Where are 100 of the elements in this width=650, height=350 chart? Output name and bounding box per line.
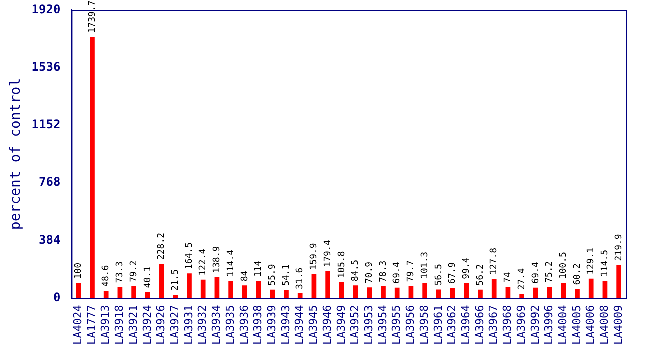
x-tick-label: LA3964	[460, 304, 472, 346]
x-tick-label: LA3924	[140, 304, 154, 346]
y-tick-label: 0	[53, 290, 61, 304]
bar	[104, 290, 109, 298]
x-tick-label: LA3954	[376, 304, 390, 346]
x-tick-label: LA3958	[418, 305, 431, 346]
bar	[270, 290, 276, 298]
x-tick-label: LA4024	[71, 304, 84, 346]
data-label: 179.4	[323, 240, 334, 268]
x-tick-label: LA3926	[154, 305, 168, 346]
x-tick-label: LA3935	[224, 305, 237, 346]
data-label: 56.2	[476, 264, 486, 286]
x-tick-label: LA3943	[279, 305, 292, 346]
data-label: 1739.7	[88, 0, 98, 34]
data-label: 228.2	[157, 232, 168, 260]
bar	[450, 288, 456, 298]
bar	[492, 279, 497, 298]
x-tick-label: LA3918	[113, 305, 126, 346]
x-tick-label: LA4008	[598, 305, 612, 346]
data-label: 127.8	[490, 248, 500, 276]
x-tick-label: LA3946	[320, 305, 334, 346]
x-tick-label: LA3992	[528, 305, 542, 346]
x-tick-label: LA3945	[307, 305, 320, 346]
x-tick-label: LA3996	[542, 305, 556, 346]
bar	[326, 271, 330, 298]
x-tick-label: LA4005	[570, 305, 584, 346]
data-label: 105.8	[337, 251, 348, 278]
data-label: 129.1	[586, 248, 597, 275]
bar	[478, 290, 483, 298]
data-label: 70.9	[364, 262, 375, 284]
bar	[228, 281, 234, 298]
x-tick-label: LA3921	[126, 305, 140, 346]
x-tick-label: LA3932	[196, 305, 210, 346]
bar	[464, 283, 470, 298]
y-tick-label: 1920	[32, 2, 61, 16]
data-label: 48.6	[102, 265, 112, 287]
data-label: 84.5	[351, 260, 362, 282]
data-label: 79.2	[129, 260, 140, 282]
x-tick-label: LA3913	[99, 305, 112, 346]
x-tick-label: LA3952	[348, 305, 362, 346]
data-label: 84	[240, 270, 250, 282]
data-label: 21.5	[170, 269, 181, 292]
x-tick-label: LA3968	[501, 305, 514, 346]
bar	[298, 294, 303, 298]
data-label: 27.4	[517, 268, 528, 290]
x-tick-label: LA3949	[334, 305, 348, 346]
x-tick-label: LA3961	[432, 305, 445, 346]
bar	[187, 274, 192, 298]
x-tick-label: LA1777	[85, 305, 98, 346]
bar	[436, 290, 442, 298]
data-label: 159.9	[310, 243, 320, 270]
bar	[339, 282, 344, 298]
x-tick-label: LA3934	[210, 304, 224, 346]
bar	[159, 264, 164, 298]
data-label: 69.4	[392, 262, 403, 284]
x-tick-label: LA3927	[168, 305, 182, 346]
data-label: 164.5	[184, 242, 195, 270]
y-axis-title: percent of control	[8, 78, 24, 230]
x-tick-label: LA3931	[182, 305, 196, 346]
bar	[90, 37, 95, 298]
bar	[422, 283, 428, 298]
data-label: 56.5	[434, 264, 444, 286]
bar	[242, 286, 248, 298]
bar	[312, 274, 317, 298]
data-label: 55.9	[268, 264, 278, 286]
data-label: 74	[504, 272, 514, 284]
data-label: 114.4	[226, 250, 236, 278]
y-tick-label: 384	[39, 232, 61, 247]
data-label: 219.9	[614, 234, 624, 262]
bar	[353, 286, 358, 298]
bar	[394, 288, 400, 298]
x-tick-label: LA3955	[390, 305, 404, 346]
data-label: 75.2	[545, 261, 556, 283]
data-label: 40.1	[143, 266, 154, 288]
data-label: 60.2	[572, 264, 583, 286]
bar	[256, 281, 262, 298]
bar	[547, 286, 552, 298]
y-tick-label: 768	[39, 175, 61, 190]
bar	[284, 290, 289, 298]
x-tick-label: LA3962	[446, 305, 459, 346]
data-label: 138.9	[212, 246, 223, 274]
x-tick-label: LA4009	[612, 305, 625, 346]
bar	[381, 286, 386, 298]
bar	[561, 283, 566, 298]
x-tick-label: LA4004	[556, 304, 570, 346]
bar	[367, 288, 372, 298]
y-tick-label: 1536	[32, 60, 61, 74]
x-tick-label: LA3956	[404, 305, 418, 346]
x-tick-label: LA3969	[514, 305, 528, 346]
bar	[602, 281, 608, 298]
bar	[506, 287, 511, 298]
data-label: 31.6	[296, 268, 306, 290]
data-label: 114	[254, 260, 264, 278]
bar	[200, 280, 206, 298]
y-tick-label: 1152	[32, 118, 61, 132]
data-label: 67.9	[448, 262, 458, 284]
bar	[145, 292, 150, 298]
data-label: 100	[74, 262, 84, 280]
data-label: 99.4	[462, 258, 472, 280]
x-tick-label: LA3939	[265, 305, 278, 346]
